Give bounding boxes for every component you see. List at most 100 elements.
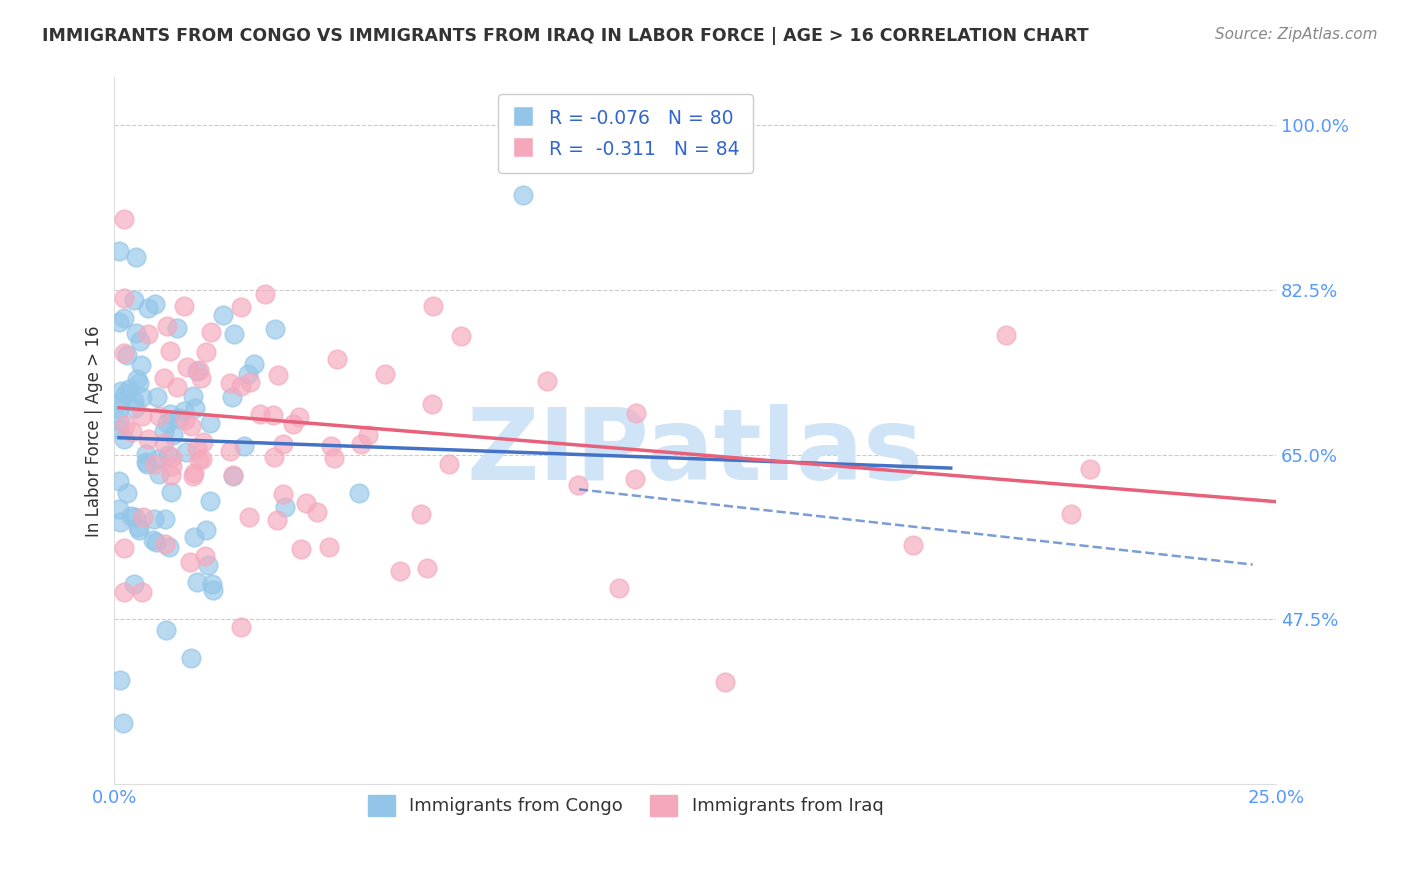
Point (290, 542, 312, 557)
Point (623, 472, 645, 486)
Point (186, 575, 208, 590)
Point (143, 457, 166, 471)
Point (153, 371, 176, 385)
Point (153, 424, 176, 438)
Point (155, 623, 177, 637)
Point (295, 496, 318, 510)
Point (536, 374, 558, 388)
Point (111, 716, 134, 731)
Point (183, 469, 205, 483)
Point (128, 523, 150, 537)
Point (148, 409, 170, 424)
Point (181, 389, 204, 403)
Point (267, 368, 290, 382)
Point (131, 409, 153, 423)
Point (180, 651, 202, 665)
Point (108, 394, 131, 409)
Point (159, 407, 181, 421)
Point (186, 441, 208, 455)
Legend: Immigrants from Congo, Immigrants from Iraq: Immigrants from Congo, Immigrants from I… (359, 786, 893, 825)
Point (112, 585, 135, 599)
Point (221, 390, 243, 404)
Point (122, 394, 145, 409)
Point (183, 466, 205, 480)
Point (211, 309, 233, 323)
Point (108, 244, 131, 258)
Point (157, 540, 180, 554)
Point (233, 439, 256, 453)
Point (122, 293, 145, 308)
Point (108, 422, 131, 436)
Point (174, 445, 197, 459)
Point (271, 487, 294, 501)
Point (148, 467, 170, 482)
Point (305, 504, 328, 518)
Point (201, 577, 224, 591)
Point (125, 250, 148, 264)
Point (238, 509, 260, 524)
Point (166, 320, 188, 334)
Point (229, 378, 252, 392)
Point (193, 435, 215, 450)
Point (131, 358, 153, 372)
Point (176, 360, 198, 375)
Point (117, 383, 139, 397)
Point (224, 326, 246, 341)
Point (388, 565, 411, 579)
Point (153, 512, 176, 526)
Point (146, 390, 169, 404)
Point (136, 432, 159, 446)
Point (138, 301, 160, 315)
Point (160, 450, 183, 464)
Point (319, 439, 342, 453)
Point (188, 452, 211, 467)
Point (422, 299, 444, 313)
Point (124, 577, 146, 591)
Point (323, 450, 346, 465)
Point (157, 448, 180, 462)
Point (254, 286, 277, 301)
Point (108, 401, 131, 416)
Point (174, 413, 197, 427)
Point (437, 458, 460, 472)
Point (200, 494, 222, 508)
Point (1078, 461, 1101, 475)
Point (184, 401, 207, 416)
Point (180, 418, 202, 433)
Point (142, 533, 165, 547)
Point (349, 486, 371, 500)
Text: IMMIGRANTS FROM CONGO VS IMMIGRANTS FROM IRAQ IN LABOR FORCE | AGE > 16 CORRELAT: IMMIGRANTS FROM CONGO VS IMMIGRANTS FROM… (42, 27, 1088, 45)
Point (127, 520, 149, 534)
Point (266, 513, 288, 527)
Point (156, 416, 179, 430)
Point (187, 363, 209, 377)
Point (125, 326, 148, 340)
Point (160, 459, 183, 474)
Point (264, 322, 287, 336)
Point (186, 363, 208, 377)
Point (409, 508, 432, 522)
Point (108, 673, 131, 687)
Point (262, 409, 284, 423)
Point (239, 375, 262, 389)
Point (125, 372, 148, 386)
Point (114, 311, 136, 326)
Point (128, 376, 150, 391)
Point (374, 367, 396, 381)
Point (607, 581, 630, 595)
Text: ZIPatlas: ZIPatlas (467, 404, 924, 500)
Point (112, 345, 135, 359)
Point (131, 391, 153, 405)
Point (271, 437, 294, 451)
Point (173, 404, 195, 418)
Point (995, 327, 1018, 342)
Point (218, 443, 240, 458)
Point (112, 292, 135, 306)
Point (110, 384, 132, 399)
Point (283, 417, 305, 432)
Text: Source: ZipAtlas.com: Source: ZipAtlas.com (1215, 27, 1378, 42)
Point (179, 555, 201, 569)
Point (357, 428, 380, 442)
Point (121, 425, 143, 439)
Point (420, 397, 443, 411)
